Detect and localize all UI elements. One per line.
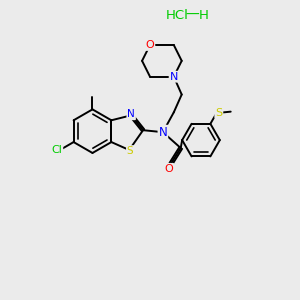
Text: S: S [215,108,222,118]
Text: N: N [169,72,178,82]
Text: N: N [158,126,167,139]
Text: O: O [146,40,154,50]
Text: O: O [164,164,173,174]
Text: —: — [186,8,200,22]
Text: N: N [127,109,135,119]
Text: HCl: HCl [165,9,188,22]
Text: Cl: Cl [52,145,62,155]
Text: S: S [127,146,134,156]
Text: H: H [199,9,208,22]
